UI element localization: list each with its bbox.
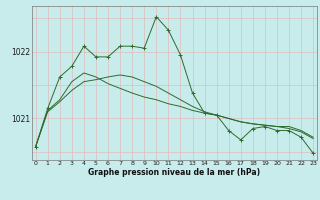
- X-axis label: Graphe pression niveau de la mer (hPa): Graphe pression niveau de la mer (hPa): [88, 168, 260, 177]
